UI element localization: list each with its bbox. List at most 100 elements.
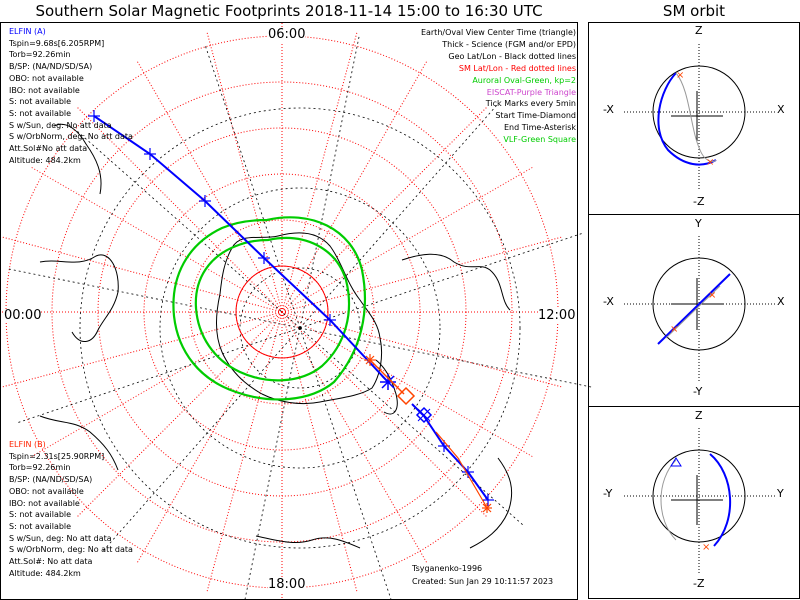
orbit-axis-label: Z xyxy=(695,24,703,37)
sm-longitude-line xyxy=(206,311,283,593)
orbit-axis-label: -Y xyxy=(603,487,613,500)
sm-longitude-line xyxy=(30,311,283,458)
svg-text:×: × xyxy=(706,157,714,168)
geo-latitude-circle xyxy=(239,267,361,389)
elfin-a-line: Torb=92.26min xyxy=(9,50,71,60)
orbit-panel-yz: × xyxy=(624,428,776,574)
elfin-b-track xyxy=(364,354,492,513)
sm-longitude-line xyxy=(281,236,563,313)
geo-grid-lines xyxy=(5,33,595,600)
sm-longitude-line xyxy=(281,106,488,313)
orbit-panel-xz: × × xyxy=(624,44,776,190)
sm-latitude-circle xyxy=(51,81,513,543)
elfin-b-line: IBO: not available xyxy=(9,498,80,508)
elfin-b-name: ELFIN (B) xyxy=(9,440,46,449)
legend-item: Thick - Science (FGM and/or EPD) xyxy=(442,39,576,49)
orbit-axis-label: -Z xyxy=(693,577,705,590)
geo-longitude-line xyxy=(299,232,585,329)
orbit-axis-label: -X xyxy=(603,295,614,308)
sm-longitude-line xyxy=(206,31,283,313)
sm-longitude-line xyxy=(136,60,283,313)
sm-longitude-line xyxy=(281,311,358,593)
sm-inner-circle xyxy=(235,265,329,359)
geo-latitude-circle xyxy=(159,187,441,469)
geo-longitude-line xyxy=(74,129,301,329)
created-timestamp: Created: Sun Jan 29 10:11:57 2023 xyxy=(412,577,554,586)
orbit-axis-label: X xyxy=(777,103,785,116)
svg-text:×: × xyxy=(676,70,684,81)
legend-item: VLF-Green Square xyxy=(503,135,576,145)
geo-longitude-line xyxy=(244,327,301,600)
elfin-a-line: OBO: not available xyxy=(9,73,84,83)
orbit-axis-label: Y xyxy=(695,217,702,230)
geo-longitude-line xyxy=(15,327,301,424)
geo-longitude-line xyxy=(204,43,301,329)
orbit-axis-label: X xyxy=(777,295,785,308)
sm-longitude-line xyxy=(136,311,283,564)
elfin-a-name: ELFIN (A) xyxy=(9,27,46,36)
sm-longitude-line xyxy=(281,311,428,564)
geo-longitude-line xyxy=(299,33,360,329)
orbit-panel-xy: × × xyxy=(624,236,776,382)
elfin-a-end-asterisk xyxy=(380,374,396,390)
sm-longitude-line xyxy=(281,311,563,388)
elfin-b-start-diamond xyxy=(396,386,416,406)
elfin-a-line: Altitude: 484.2km xyxy=(9,155,81,165)
elfin-a-line: S: not available xyxy=(9,97,72,107)
legend-item: Auroral Oval-Green, kp=2 xyxy=(472,75,576,85)
elfin-b-line: B/SP: (NA/ND/SD/SA) xyxy=(9,475,93,485)
orbit-axis-label: -X xyxy=(603,103,614,116)
svg-text:×: × xyxy=(670,324,678,335)
elfin-b-line: Altitude: 484.2km xyxy=(9,568,81,578)
elfin-b-line: S: not available xyxy=(9,521,72,531)
geo-longitude-line xyxy=(299,327,392,600)
sm-longitude-line xyxy=(281,31,358,313)
elfin-b-line: Torb=92.26min xyxy=(9,463,71,473)
geo-longitude-line xyxy=(299,102,499,329)
elfin-b-line: Tspin=2.31s[25.90RPM] xyxy=(9,451,105,461)
coastlines xyxy=(39,123,513,549)
sm-longitude-line xyxy=(76,311,283,518)
legend-item: End Time-Asterisk xyxy=(503,123,576,133)
elfin-a-track xyxy=(88,110,494,506)
legend-item: EISCAT-Purple Triangle xyxy=(486,87,576,97)
elfin-b-line: S w/Sun, deg: No att data xyxy=(9,533,112,543)
sm-longitude-line xyxy=(1,311,283,388)
orbit-panel-yz-frame xyxy=(588,406,800,599)
sm-latitude-circle xyxy=(189,219,375,405)
elfin-a-info: ELFIN (A) Tspin=9.68s[6.205RPM] Torb=92.… xyxy=(9,26,133,166)
mlt-label-top: 06:00 xyxy=(268,27,306,42)
geo-latitude-circle xyxy=(79,107,521,549)
legend-item: SM Lat/Lon - Red dotted lines xyxy=(458,63,576,73)
orbit-axis-label: -Z xyxy=(693,195,705,208)
elfin-a-line: S w/Sun, deg: No att data xyxy=(9,120,112,130)
page-title: Southern Solar Magnetic Footprints 2018-… xyxy=(35,2,543,20)
elfin-b-line: Att.Sol#: No att data xyxy=(9,557,93,567)
elfin-a-line: B/SP: (NA/ND/SD/SA) xyxy=(9,62,93,72)
legend-item: Geo Lat/Lon - Black dotted lines xyxy=(448,51,576,61)
orbit-panel-xz-frame xyxy=(588,22,800,215)
orbit-axis-label: Z xyxy=(695,409,703,422)
elfin-b-line: S: not available xyxy=(9,510,72,520)
svg-text:×: × xyxy=(708,290,716,301)
elfin-a-line: Tspin=9.68s[6.205RPM] xyxy=(9,38,105,48)
auroral-oval xyxy=(172,216,367,401)
orbit-axis-label: -Y xyxy=(693,385,703,398)
model-credit: Tsyganenko-1996 xyxy=(412,564,483,573)
elfin-a-line: S w/OrbNorm, deg: No att data xyxy=(9,132,133,142)
mlt-label-right: 12:00 xyxy=(538,308,576,323)
sm-longitude-line xyxy=(76,106,283,313)
geo-longitude-line xyxy=(5,268,301,329)
legend: Earth/Oval View Center Time (triangle) T… xyxy=(421,27,576,146)
sm-longitude-line xyxy=(281,166,534,313)
geo-longitude-line xyxy=(101,327,301,554)
mlt-label-left: 00:00 xyxy=(4,308,42,323)
elfin-a-start-diamond xyxy=(415,406,433,424)
sm-longitude-line xyxy=(1,236,283,313)
geo-longitude-line xyxy=(299,327,595,388)
legend-item: Earth/Oval View Center Time (triangle) xyxy=(420,28,576,37)
svg-text:×: × xyxy=(702,542,710,553)
geo-longitude-line xyxy=(299,327,526,527)
